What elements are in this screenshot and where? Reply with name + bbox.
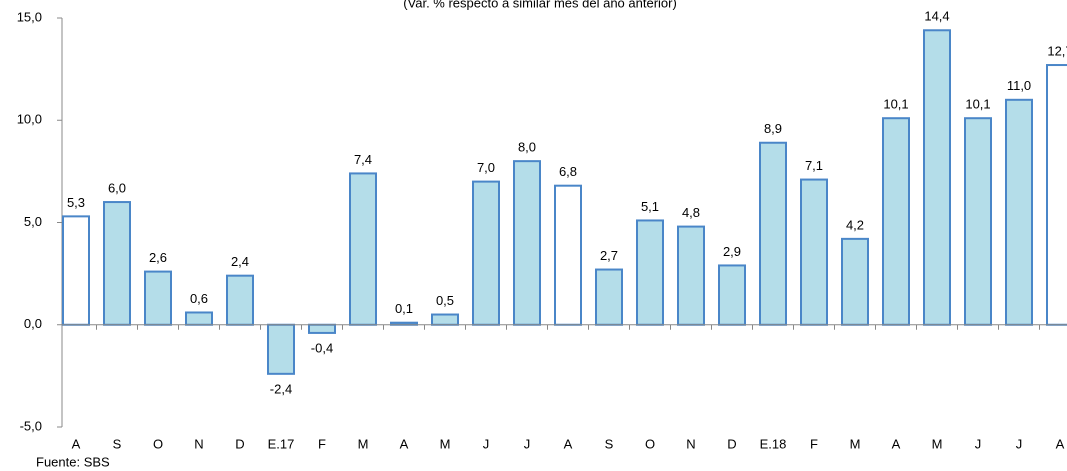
value-label: 2,6	[149, 250, 167, 265]
value-label: 6,8	[559, 164, 577, 179]
x-tick-label: J	[975, 436, 982, 451]
bar	[759, 141, 787, 326]
bar	[431, 313, 459, 326]
value-label: 7,4	[354, 152, 372, 167]
x-tick-label: F	[318, 436, 326, 451]
x-tick-label: A	[72, 436, 81, 451]
value-label: 4,8	[682, 205, 700, 220]
x-tick-label: D	[727, 436, 736, 451]
x-tick-label: E.17	[268, 436, 295, 451]
bar	[923, 29, 951, 326]
bar	[103, 201, 131, 326]
x-tick-label: A	[400, 436, 409, 451]
bar	[308, 323, 336, 334]
y-tick-label: -5,0	[20, 418, 42, 433]
bar	[185, 311, 213, 326]
value-label: 14,4	[924, 9, 949, 24]
x-tick-label: D	[235, 436, 244, 451]
y-tick-label: 0,0	[24, 316, 42, 331]
x-tick-label: S	[113, 436, 122, 451]
x-tick-label: F	[810, 436, 818, 451]
x-tick-label: N	[686, 436, 695, 451]
bar	[267, 323, 295, 375]
bar	[1046, 64, 1067, 326]
value-label: 11,0	[1007, 78, 1031, 93]
bar	[349, 172, 377, 326]
value-label: 2,9	[723, 244, 741, 259]
value-label: 2,4	[231, 254, 249, 269]
x-tick-label: S	[605, 436, 614, 451]
source-note: Fuente: SBS	[36, 454, 110, 469]
bar	[226, 274, 254, 326]
value-label: 10,1	[965, 97, 990, 112]
x-tick-label: O	[645, 436, 655, 451]
x-tick-label: M	[358, 436, 369, 451]
value-label: 10,1	[883, 97, 908, 112]
x-tick-label: J	[483, 436, 490, 451]
bar	[800, 178, 828, 326]
bar	[513, 160, 541, 326]
value-label: 5,1	[641, 199, 659, 214]
chart-subtitle: (Var. % respecto a similar mes del año a…	[403, 0, 677, 10]
x-tick-label: J	[524, 436, 531, 451]
bar	[841, 237, 869, 326]
value-label: 7,0	[477, 160, 495, 175]
value-label: -0,4	[311, 340, 333, 355]
y-tick-label: 10,0	[17, 112, 42, 127]
y-tick-label: 5,0	[24, 214, 42, 229]
x-tick-label: O	[153, 436, 163, 451]
value-label: 7,1	[805, 158, 823, 173]
value-label: 4,2	[846, 217, 864, 232]
x-tick-label: A	[892, 436, 901, 451]
value-label: 6,0	[108, 180, 126, 195]
value-label: 5,3	[67, 195, 85, 210]
bar	[554, 184, 582, 326]
value-label: 12,7	[1047, 43, 1067, 58]
value-label: 0,5	[436, 293, 454, 308]
value-label: 8,9	[764, 121, 782, 136]
value-label: 0,1	[395, 301, 413, 316]
value-label: 0,6	[190, 291, 208, 306]
x-tick-label: A	[564, 436, 573, 451]
y-tick-label: 15,0	[17, 9, 42, 24]
bar	[636, 219, 664, 326]
x-tick-label: M	[440, 436, 451, 451]
bar	[964, 117, 992, 326]
bar	[677, 225, 705, 326]
x-tick-label: N	[194, 436, 203, 451]
x-tick-label: E.18	[760, 436, 787, 451]
x-tick-label: M	[850, 436, 861, 451]
x-tick-label: J	[1016, 436, 1023, 451]
bar	[144, 270, 172, 326]
bar	[472, 180, 500, 326]
value-label: 2,7	[600, 248, 618, 263]
x-tick-label: M	[932, 436, 943, 451]
value-label: -2,4	[270, 381, 292, 396]
bar	[62, 215, 90, 326]
bar	[595, 268, 623, 326]
bar	[1005, 98, 1033, 326]
bar	[882, 117, 910, 326]
bar	[718, 264, 746, 326]
value-label: 8,0	[518, 140, 536, 155]
x-tick-label: A	[1056, 436, 1065, 451]
